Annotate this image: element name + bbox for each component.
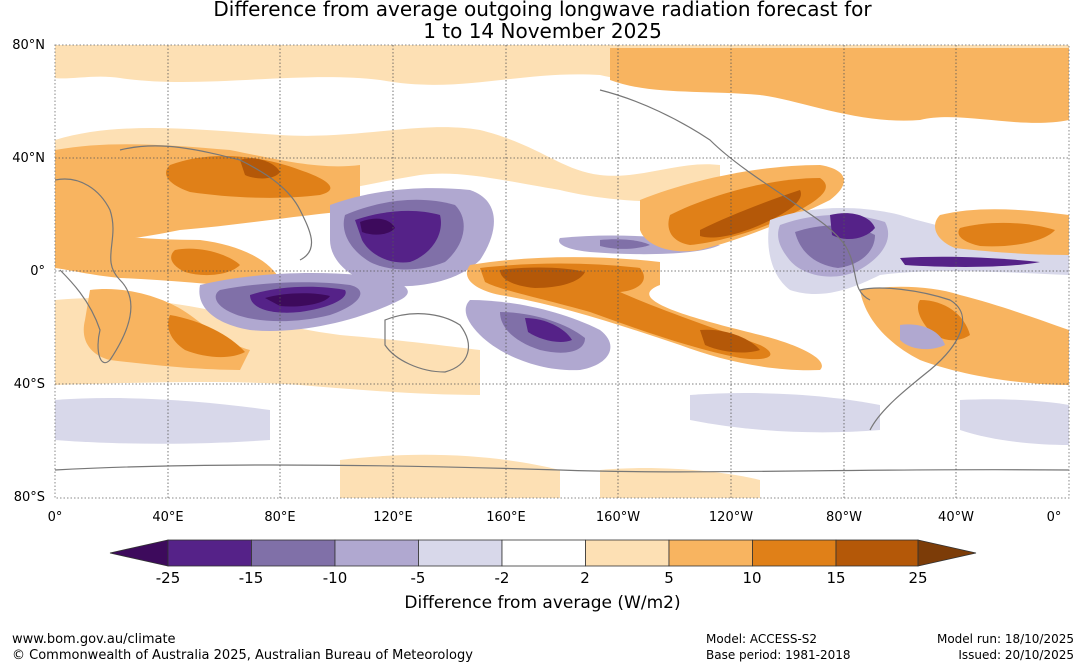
map-title-line1: Difference from average outgoing longwav… — [213, 0, 872, 21]
colorbar-segment-5-2 — [418, 539, 503, 567]
south-pacific-strong-cool — [525, 318, 572, 343]
colorbar-segment-lt-25 — [109, 539, 169, 567]
lon-label-80e: 80°E — [264, 510, 296, 525]
model-run-date: Model run: 18/10/2025 — [936, 632, 1074, 646]
lon-label-120w: 120°W — [708, 510, 754, 525]
pacific-warm-core — [480, 263, 771, 360]
colorbar-tick: 25 — [908, 569, 928, 587]
colorbar-tick: 10 — [742, 569, 762, 587]
colorbar-segment-gt-25 — [917, 539, 977, 567]
lon-label-120e: 120°E — [373, 510, 413, 525]
africa-coast — [55, 178, 132, 364]
colorbar — [109, 539, 977, 567]
itcz-cooler-patch — [600, 239, 650, 249]
anomaly-field — [55, 45, 1069, 498]
lat-label-40s: 40°S — [13, 377, 45, 392]
model-name: Model: ACCESS-S2 — [706, 632, 818, 646]
colorbar-tick: 2 — [580, 569, 590, 587]
asia-coast — [119, 145, 313, 261]
central-asia-strong-warm — [166, 155, 331, 198]
southern-ocean-cool-central — [690, 393, 880, 433]
lon-label-160w: 160°W — [595, 510, 641, 525]
colorbar-tick: 5 — [664, 569, 674, 587]
colorbar-tick: -10 — [322, 569, 348, 587]
map-frame — [54, 44, 1070, 499]
lon-label-0-west: 0° — [47, 510, 63, 525]
lat-label-80s: 80°S — [13, 490, 45, 505]
lon-label-80w: 80°W — [826, 510, 862, 525]
colorbar-segment-25-15 — [167, 539, 252, 567]
australia-coast — [384, 313, 469, 373]
south-pacific-peak-warm — [700, 329, 760, 353]
north-america-coast — [599, 89, 871, 301]
colorbar-tick: 15 — [826, 569, 846, 587]
north-atlantic-strong-warm — [958, 222, 1055, 247]
equatorial-pacific-peak-warm — [500, 267, 585, 288]
antarctica-coast — [55, 464, 1069, 473]
map-title-line2: 1 to 14 November 2025 — [423, 19, 662, 43]
issued-date: Issued: 20/10/2025 — [958, 648, 1074, 662]
copyright-notice: © Commonwealth of Australia 2025, Austra… — [12, 648, 473, 663]
colorbar-tick: -2 — [494, 569, 510, 587]
colorbar-title: Difference from average (W/m2) — [404, 593, 681, 613]
colorbar-segment-10-15 — [752, 539, 837, 567]
lon-label-40w: 40°W — [938, 510, 974, 525]
colorbar-tick: -15 — [238, 569, 264, 587]
arabian-sea-warm — [171, 248, 240, 276]
gulf-strong-cool — [830, 213, 875, 240]
website-link[interactable]: www.bom.gov.au/climate — [12, 632, 176, 647]
base-period: Base period: 1981-2018 — [706, 648, 851, 662]
madagascar-warm — [168, 315, 245, 358]
north-america-warm-region — [610, 48, 1069, 123]
lon-label-0-east: 0° — [1046, 510, 1062, 525]
lon-label-40e: 40°E — [152, 510, 184, 525]
colorbar-segment-2-2 — [501, 539, 586, 567]
colorbar-segment-10-5 — [334, 539, 419, 567]
south-america-coast — [859, 287, 964, 431]
lon-label-160e: 160°E — [486, 510, 526, 525]
lat-label-equator: 0° — [30, 264, 45, 279]
south-china-sea-peak-cool — [360, 218, 395, 235]
coastlines — [55, 89, 1069, 473]
indian-ocean-peak-cool — [265, 293, 330, 307]
antarctic-warm-patch-east — [600, 468, 760, 498]
colorbar-segment-2-5 — [585, 539, 670, 567]
colorbar-tick: -25 — [155, 569, 181, 587]
atlantic-itcz-strong-cool — [900, 256, 1040, 267]
southern-ocean-cool-west — [55, 398, 270, 444]
lat-label-80n: 80°N — [12, 38, 45, 53]
colorbar-tick: -5 — [410, 569, 426, 587]
southern-ocean-cool-east — [960, 399, 1069, 445]
lat-label-40n: 40°N — [12, 151, 45, 166]
south-america-cool-patch — [900, 324, 945, 350]
central-asia-peak-warm — [240, 158, 280, 179]
colorbar-segment-5-10 — [668, 539, 753, 567]
graticule — [55, 45, 1069, 498]
north-east-pacific-peak-warm — [700, 190, 801, 238]
colorbar-segment-15-10 — [251, 539, 336, 567]
colorbar-segment-15-25 — [835, 539, 919, 567]
